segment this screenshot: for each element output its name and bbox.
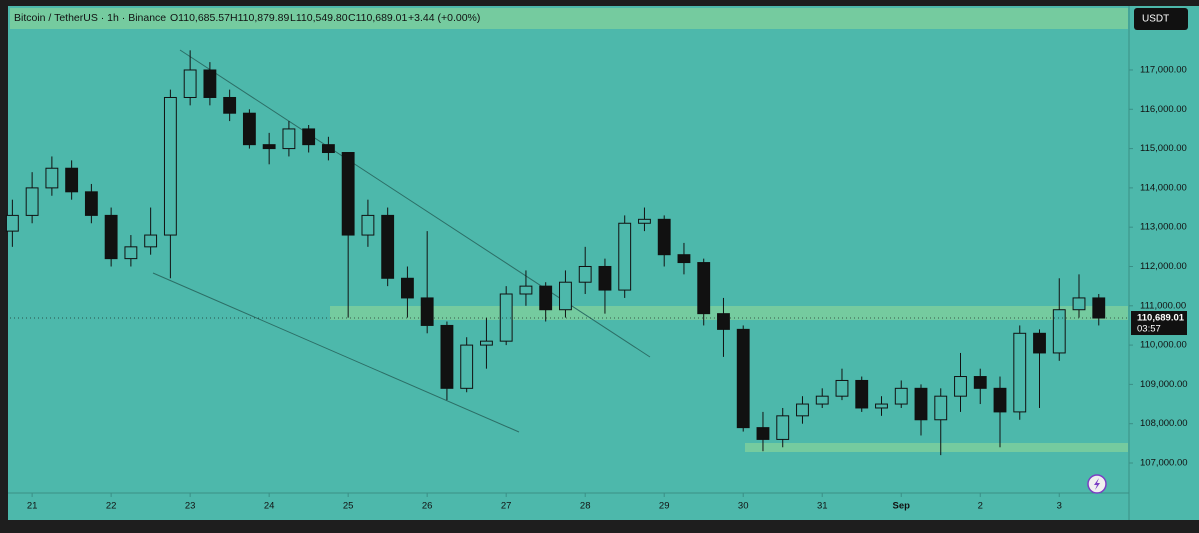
x-tick-label: 3 (1057, 501, 1062, 512)
x-tick-label: 30 (738, 501, 749, 512)
candle-body (578, 265, 592, 283)
ohlc-low: L110,549.80 (290, 12, 348, 24)
candle-body (242, 112, 256, 146)
candle-body (400, 277, 414, 299)
candle-body (163, 96, 177, 236)
candle-body (598, 265, 612, 291)
channel-lower (152, 272, 520, 433)
zone-support (745, 443, 1128, 452)
candle-body (796, 403, 809, 417)
candle-body (618, 222, 632, 291)
y-tick-label: 109,000.00 (1140, 379, 1188, 390)
candle-body (539, 285, 553, 311)
y-tick-label: 114,000.00 (1140, 182, 1187, 193)
candle-body (914, 387, 928, 421)
candle-body (302, 128, 316, 146)
zone-resistance (330, 306, 1128, 320)
candle-body (144, 234, 158, 248)
x-tick-label: 23 (185, 501, 196, 512)
candle-body (657, 218, 671, 256)
last-price-label: 110,689.01 (1137, 313, 1185, 324)
candle-body (381, 214, 395, 279)
candle-body (776, 415, 790, 440)
ohlc-high: H110,879.89 (230, 12, 290, 24)
x-tick-label: Sep (893, 501, 911, 512)
y-tick-label: 113,000.00 (1140, 222, 1187, 233)
candle-body (559, 281, 572, 311)
candle-body (203, 69, 217, 98)
x-tick-label: 28 (580, 501, 591, 512)
countdown: 03:57 (1137, 324, 1161, 335)
candle-body (519, 285, 533, 295)
candle-body (855, 379, 869, 409)
candle-body (361, 214, 375, 236)
symbol: Bitcoin / TetherUS · 1h · Binance (14, 12, 166, 24)
candle-body (717, 313, 730, 330)
candle-body (1052, 309, 1066, 354)
candle-body (993, 387, 1007, 413)
candle-body (815, 395, 829, 405)
candle-body (440, 324, 454, 389)
candle-body (341, 152, 355, 236)
currency[interactable]: USDT (1142, 14, 1169, 25)
candle-body (45, 167, 59, 189)
candle-body (1013, 332, 1027, 413)
candle-body (875, 403, 888, 409)
candle-body (104, 214, 118, 260)
candle-body (65, 167, 79, 193)
candle-body (1092, 297, 1106, 319)
candle-body (420, 297, 434, 326)
x-tick-label: 29 (659, 501, 670, 512)
candle-body (697, 262, 711, 315)
candle-body (736, 328, 750, 429)
candle-body (84, 191, 98, 216)
candle-body (5, 214, 19, 232)
y-tick-label: 108,000.00 (1140, 418, 1188, 429)
x-tick-label: 31 (817, 501, 828, 512)
candle-body (835, 379, 849, 397)
candle-body (973, 376, 987, 389)
y-tick-label: 112,000.00 (1140, 261, 1187, 272)
x-tick-label: 21 (27, 501, 38, 512)
y-tick-label: 117,000.00 (1140, 64, 1187, 75)
x-tick-label: 26 (422, 501, 433, 512)
x-tick-label: 24 (264, 501, 275, 512)
candle-body (638, 218, 651, 224)
candle-body (480, 340, 493, 346)
last-price-box (1131, 311, 1187, 336)
x-tick-label: 22 (106, 501, 117, 512)
candle-body (282, 128, 296, 150)
y-tick-label: 116,000.00 (1140, 104, 1187, 115)
ohlc-close: C110,689.01 (348, 12, 408, 24)
candle-body (124, 246, 138, 260)
change: +3.44 (+0.00%) (408, 12, 480, 24)
y-tick-label: 115,000.00 (1140, 143, 1187, 154)
x-tick-label: 27 (501, 501, 512, 512)
candle-body (460, 344, 474, 389)
candle-body (894, 387, 908, 405)
candle-body (756, 427, 770, 440)
candle-body (677, 254, 691, 264)
candle-body (262, 144, 276, 150)
candle-body (954, 376, 967, 397)
currency-button[interactable] (1134, 8, 1188, 30)
candle-body (321, 144, 335, 154)
candle-body (183, 69, 197, 98)
y-tick-label: 110,000.00 (1140, 340, 1187, 351)
x-tick-label: 2 (978, 501, 983, 512)
x-tick-label: 25 (343, 501, 354, 512)
zone-top (10, 8, 1128, 29)
ohlc-open: O110,685.57 (170, 12, 230, 24)
candle-body (25, 187, 39, 216)
candle-body (223, 96, 237, 114)
candle-body (1033, 332, 1046, 354)
y-tick-label: 111,000.00 (1140, 300, 1186, 311)
candle-body (1072, 297, 1086, 311)
candle-body (934, 395, 948, 421)
alert-bolt (1094, 478, 1100, 490)
y-tick-label: 107,000.00 (1140, 458, 1188, 469)
